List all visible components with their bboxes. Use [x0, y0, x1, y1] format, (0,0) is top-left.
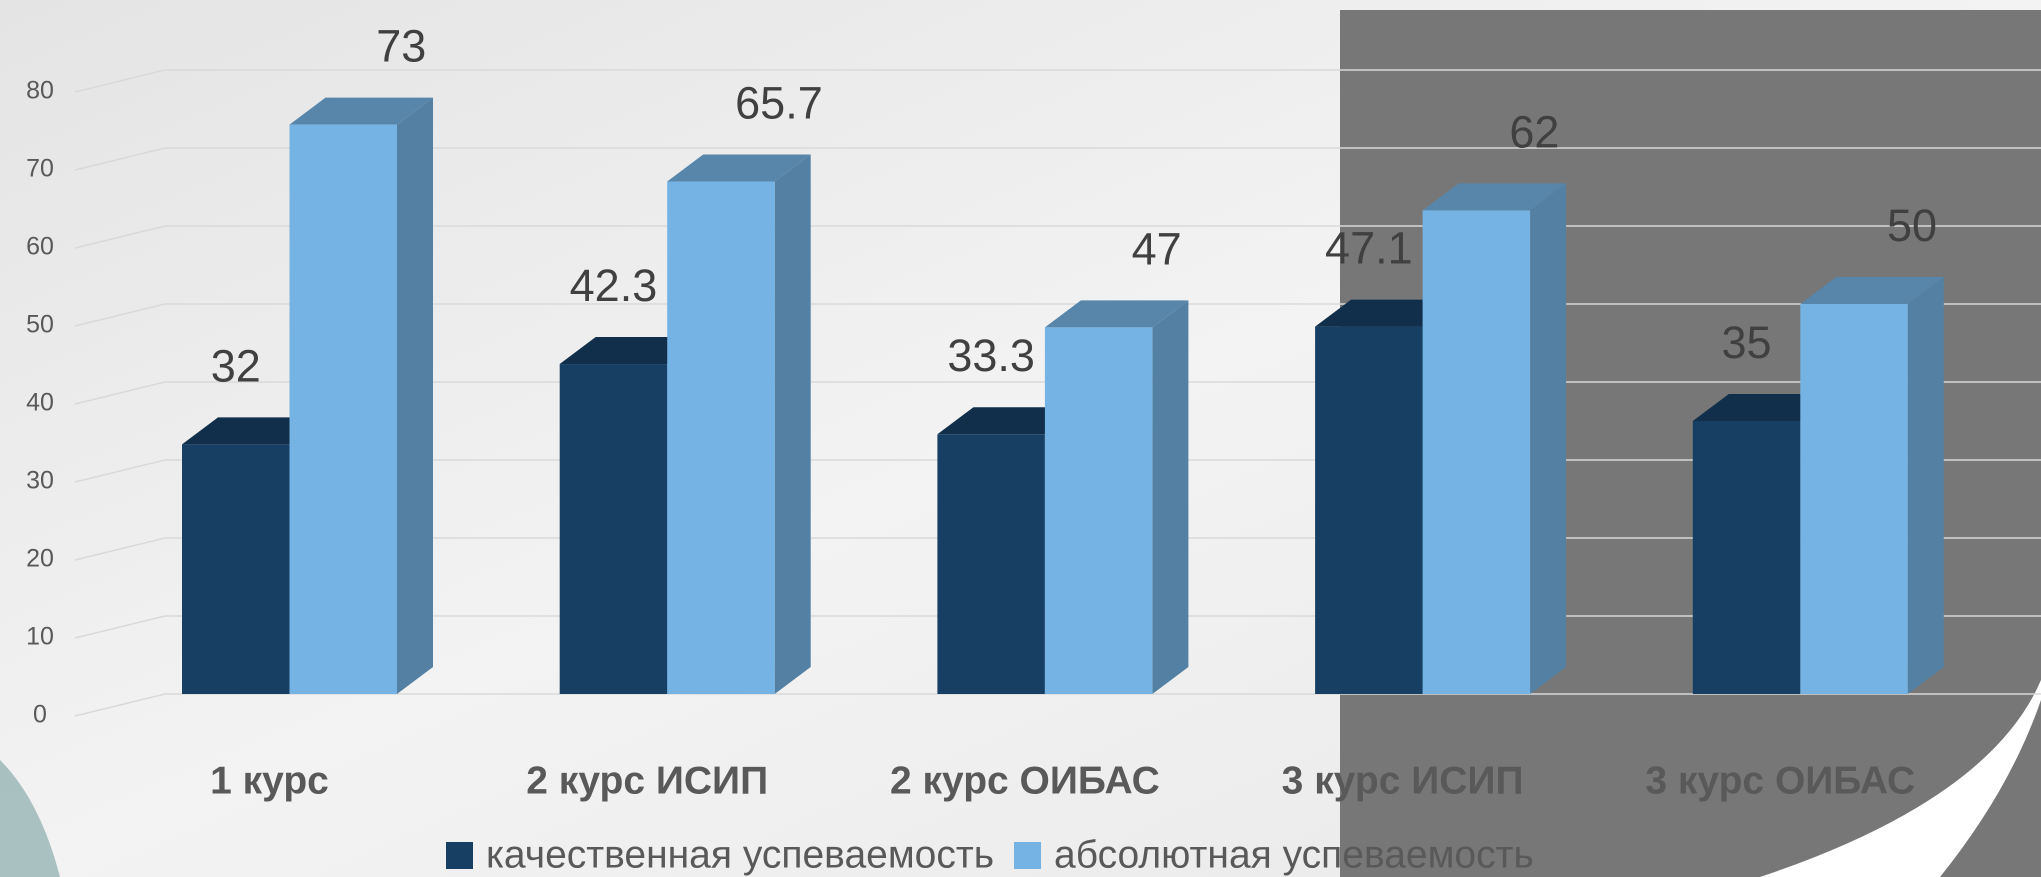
- bar: [1315, 327, 1423, 694]
- legend-label: качественная успеваемость: [486, 833, 994, 876]
- value-label: 47: [1132, 223, 1182, 274]
- value-label: 62: [1509, 106, 1559, 157]
- bar: [560, 364, 668, 694]
- bar-side: [1152, 300, 1188, 694]
- y-tick-label: 10: [26, 623, 54, 651]
- bar-side: [1530, 183, 1566, 694]
- bar: [937, 434, 1045, 694]
- y-tick-label: 20: [26, 545, 54, 573]
- x-tick-label: 2 курс ОИБАС: [890, 759, 1160, 802]
- bar: [1800, 304, 1908, 694]
- value-label: 73: [376, 20, 426, 71]
- bar: [290, 125, 398, 694]
- x-tick-label: 3 курс ИСИП: [1282, 759, 1524, 802]
- x-tick-label: 2 курс ИСИП: [526, 759, 768, 802]
- bar: [1045, 327, 1153, 694]
- y-tick-label: 50: [26, 311, 54, 339]
- value-label: 35: [1722, 317, 1772, 368]
- y-tick-label: 0: [33, 701, 47, 729]
- value-label: 50: [1887, 200, 1937, 251]
- bar: [1423, 210, 1531, 694]
- bar-side: [775, 155, 811, 694]
- y-tick-label: 30: [26, 467, 54, 495]
- y-tick-label: 60: [26, 233, 54, 261]
- value-label: 32: [211, 340, 261, 391]
- bar: [182, 444, 290, 694]
- legend-swatch: [1014, 842, 1041, 869]
- value-label: 47.1: [1325, 223, 1413, 274]
- x-tick-label: 1 курс: [210, 759, 329, 802]
- value-label: 42.3: [570, 260, 658, 311]
- x-tick-label: 3 курс ОИБАС: [1645, 759, 1915, 802]
- value-label: 65.7: [735, 77, 823, 128]
- legend-swatch: [446, 842, 473, 869]
- bar: [1693, 421, 1801, 694]
- y-tick-label: 40: [26, 389, 54, 417]
- legend-label: абсолютная успеваемость: [1054, 833, 1534, 876]
- bar-side: [1908, 277, 1944, 694]
- y-tick-label: 70: [26, 155, 54, 183]
- y-tick-label: 80: [26, 77, 54, 105]
- chart: 0 10 20 30 40 50 60 70 80 1 курс 2 курс ИСИП 2 курс…: [0, 0, 2041, 877]
- bar-side: [397, 98, 433, 694]
- bar: [667, 182, 775, 694]
- value-label: 33.3: [947, 330, 1035, 381]
